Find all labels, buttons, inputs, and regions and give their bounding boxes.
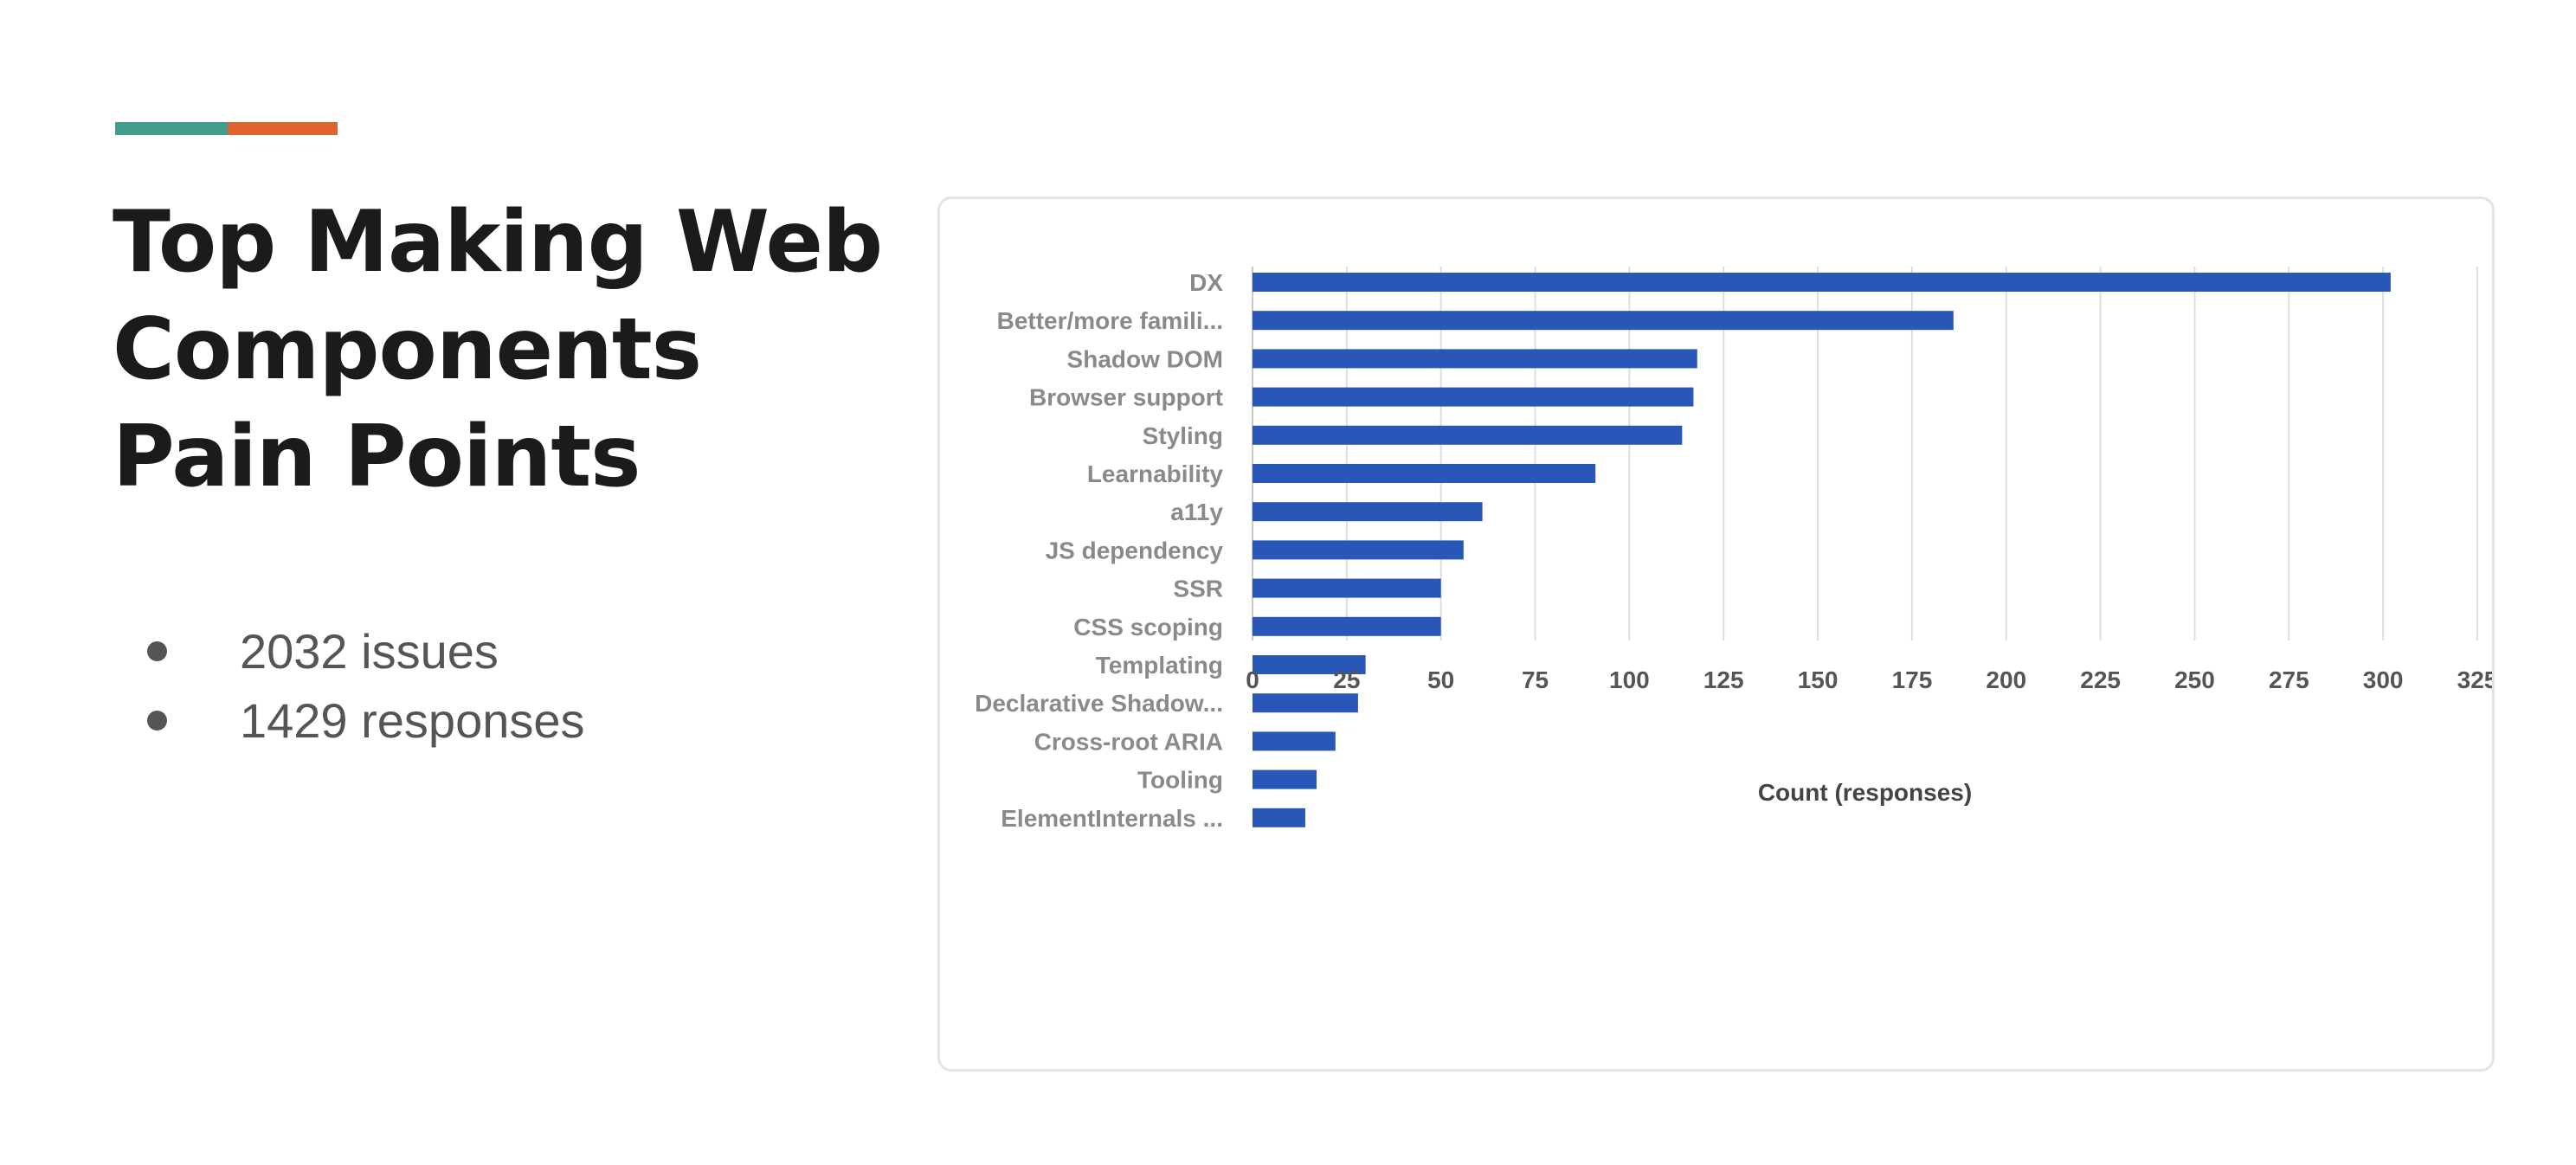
accent-bar-teal bbox=[115, 122, 228, 135]
category-label: CSS scoping bbox=[1073, 614, 1223, 640]
category-label: JS dependency bbox=[1046, 537, 1224, 563]
category-label: Shadow DOM bbox=[1067, 345, 1223, 372]
bar bbox=[1253, 693, 1358, 713]
category-label: DX bbox=[1189, 269, 1223, 296]
bar bbox=[1253, 655, 1366, 674]
bar bbox=[1253, 808, 1305, 827]
x-axis-title: Count (responses) bbox=[1758, 779, 1972, 806]
bar bbox=[1253, 616, 1441, 636]
category-label: SSR bbox=[1173, 576, 1223, 602]
category-label: Styling bbox=[1143, 422, 1223, 449]
x-tick-label: 275 bbox=[2269, 666, 2309, 693]
x-tick-label: 200 bbox=[1986, 666, 2026, 693]
category-label: Tooling bbox=[1137, 767, 1223, 794]
bar bbox=[1253, 502, 1483, 522]
category-label: Declarative Shadow... bbox=[975, 690, 1223, 717]
category-label: Learnability bbox=[1087, 460, 1224, 487]
x-tick-label: 250 bbox=[2174, 666, 2215, 693]
category-label: a11y bbox=[1170, 499, 1223, 525]
x-tick-label: 0 bbox=[1246, 666, 1259, 693]
x-tick-label: 225 bbox=[2080, 666, 2121, 693]
stats-item-responses: 1429 responses bbox=[147, 685, 585, 755]
category-label: Better/more famili... bbox=[997, 307, 1223, 334]
x-tick-label: 150 bbox=[1798, 666, 1839, 693]
x-tick-label: 125 bbox=[1703, 666, 1744, 693]
bar bbox=[1253, 731, 1336, 751]
x-tick-label: 25 bbox=[1333, 666, 1360, 693]
slide-title: Top Making Web Components Pain Points bbox=[113, 193, 883, 506]
category-label: Templating bbox=[1096, 652, 1223, 679]
chart-card: DX Better/more famili... Shadow DOM Browser… bbox=[937, 196, 2495, 1072]
bar bbox=[1253, 387, 1694, 407]
bar bbox=[1253, 311, 1954, 331]
accent-bar bbox=[115, 122, 338, 135]
x-tick-label: 175 bbox=[1892, 666, 1933, 693]
bar-chart: DX Better/more famili... Shadow DOM Browser… bbox=[975, 267, 2492, 832]
bar bbox=[1253, 769, 1317, 789]
x-tick-label: 50 bbox=[1427, 666, 1454, 693]
accent-bar-orange bbox=[228, 122, 338, 135]
bar bbox=[1253, 464, 1596, 483]
bar bbox=[1253, 349, 1697, 369]
stats-list: 2032 issues 1429 responses bbox=[147, 616, 585, 755]
x-tick-label: 325 bbox=[2457, 666, 2492, 693]
bar bbox=[1253, 578, 1441, 598]
bar bbox=[1253, 273, 2391, 292]
bullet-icon bbox=[147, 640, 167, 661]
bar bbox=[1253, 540, 1464, 560]
bullet-icon bbox=[147, 710, 167, 731]
category-label: Cross-root ARIA bbox=[1034, 728, 1223, 755]
category-label: Browser support bbox=[1029, 384, 1223, 411]
stats-item-issues: 2032 issues bbox=[147, 616, 585, 685]
x-tick-label: 100 bbox=[1609, 666, 1650, 693]
category-label: ElementInternals ... bbox=[1001, 805, 1223, 832]
stat-responses-text: 1429 responses bbox=[240, 692, 585, 748]
x-tick-label: 75 bbox=[1522, 666, 1549, 693]
bar bbox=[1253, 425, 1683, 445]
x-tick-label: 300 bbox=[2363, 666, 2404, 693]
stat-issues-text: 2032 issues bbox=[240, 623, 499, 679]
